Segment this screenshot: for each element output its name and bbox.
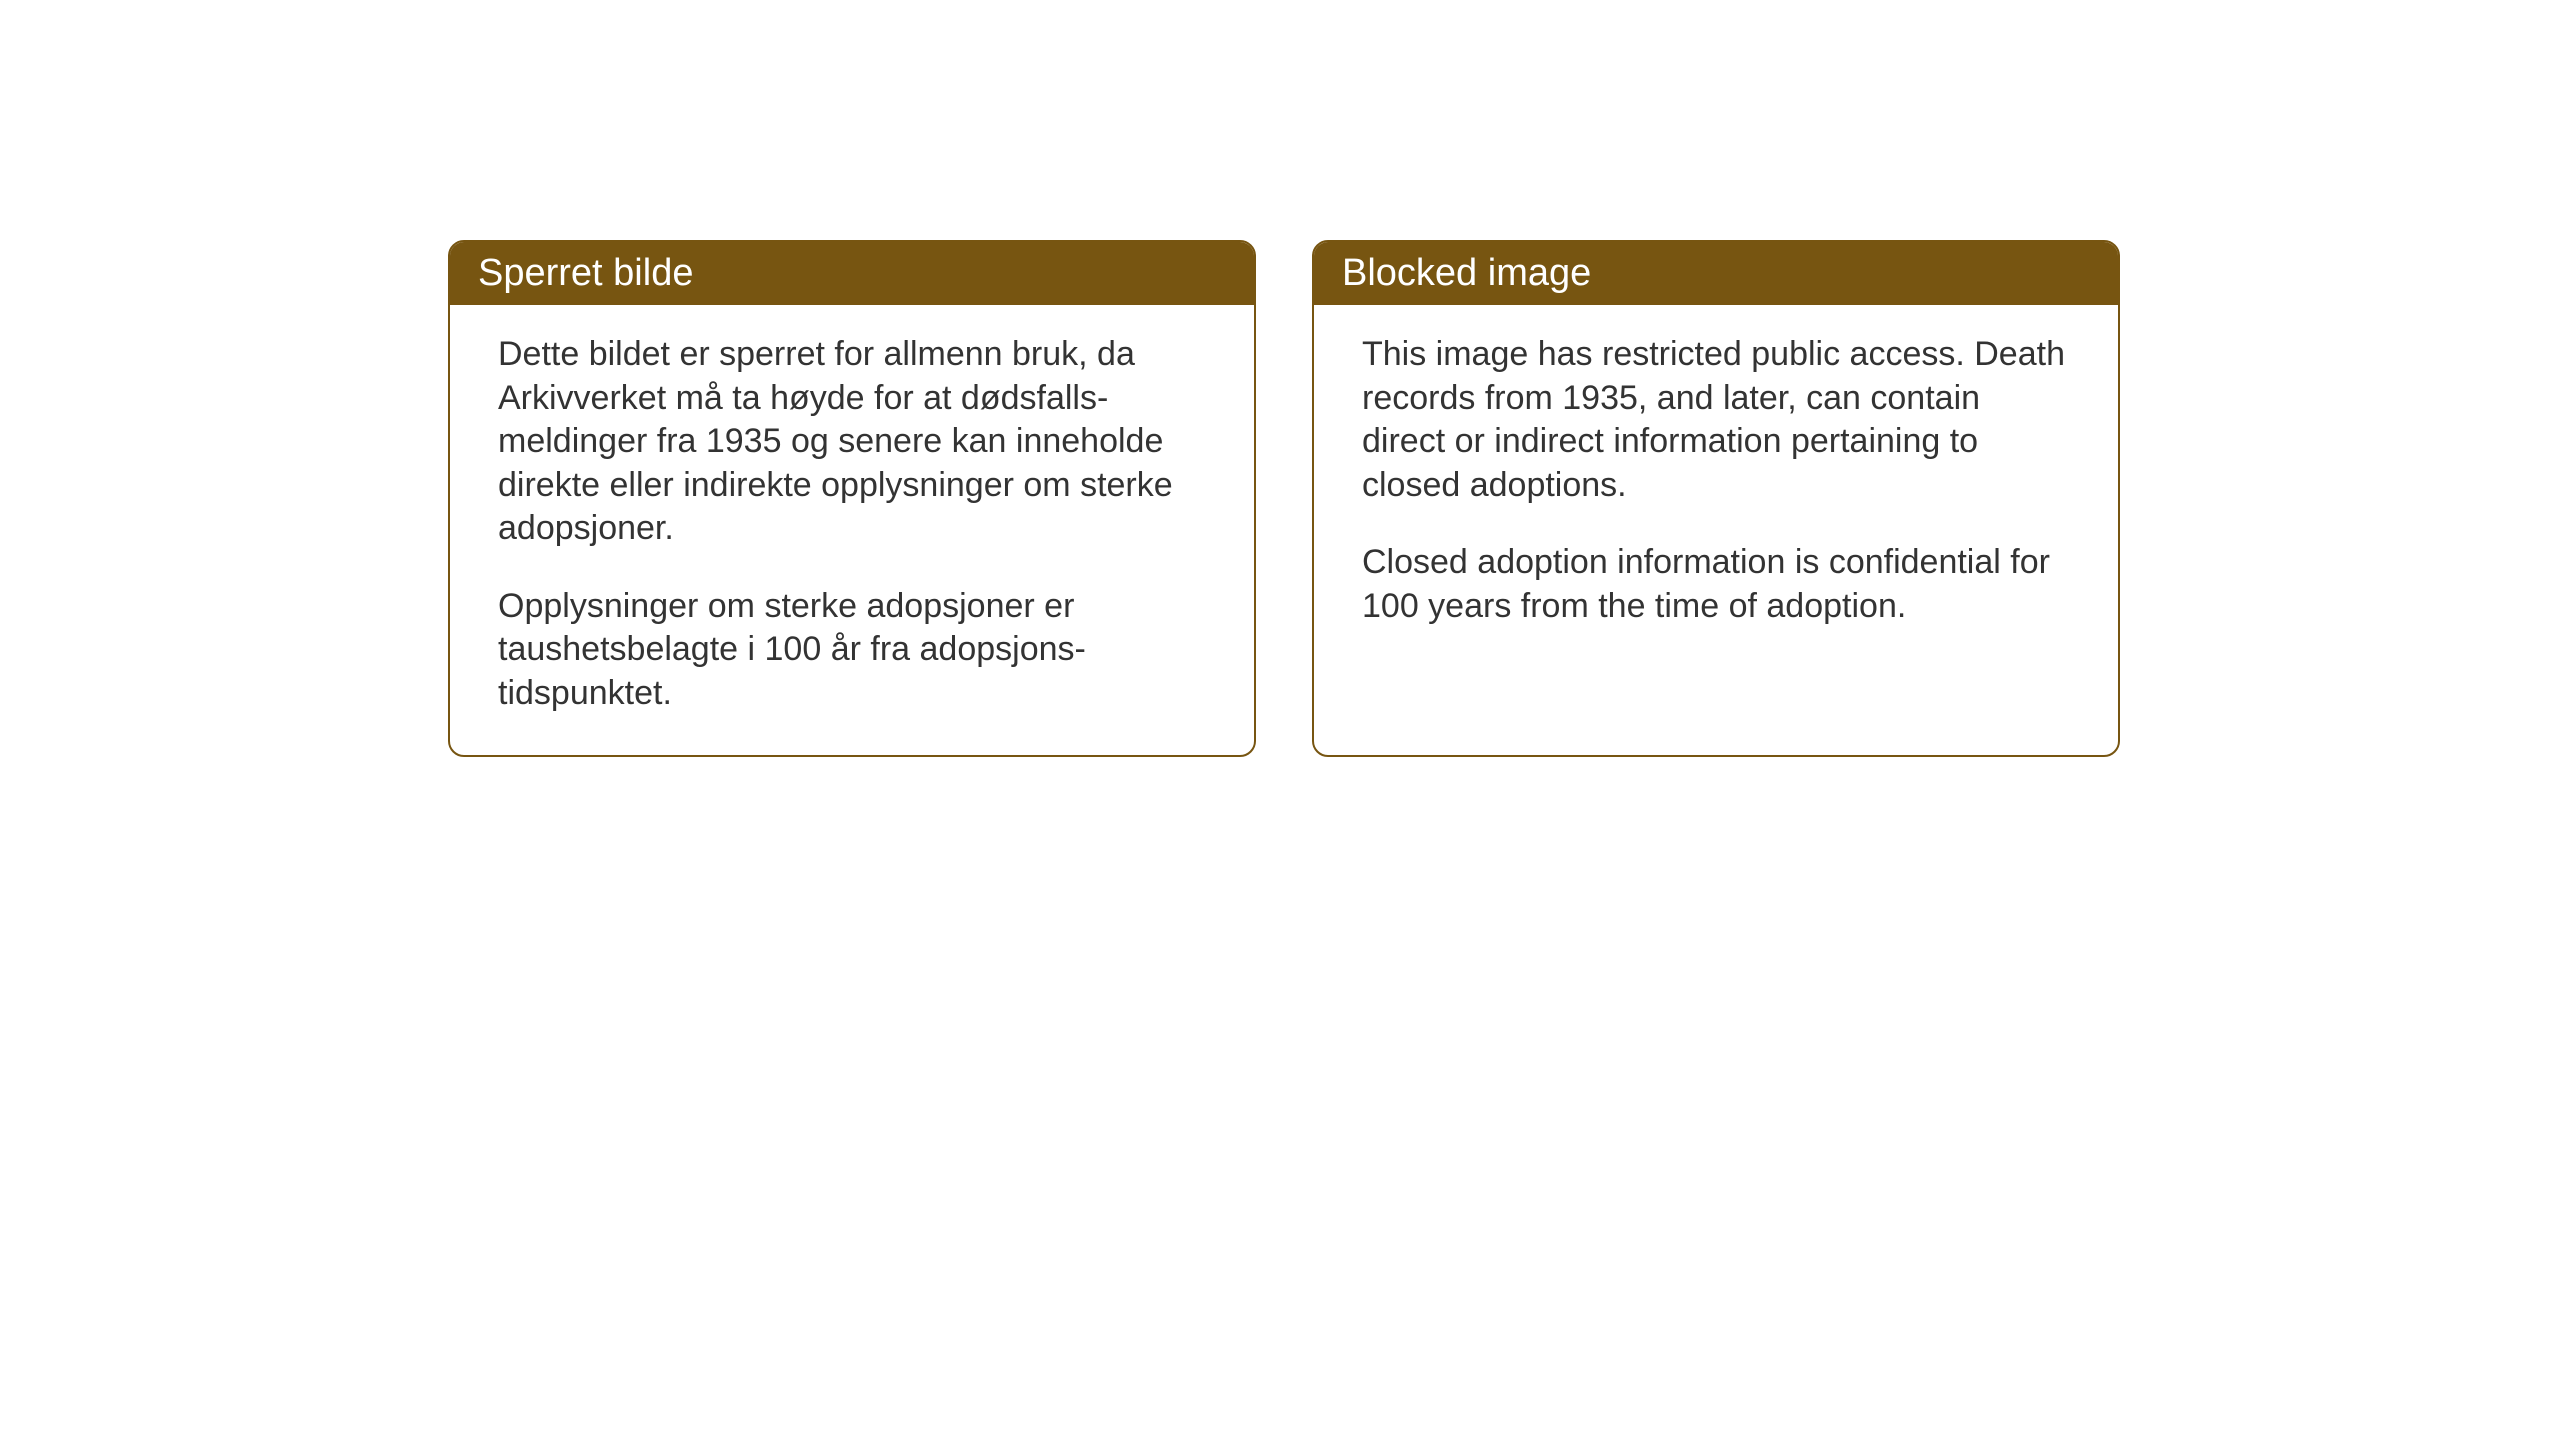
notice-paragraph-2-norwegian: Opplysninger om sterke adopsjoner er tau…: [498, 585, 1206, 716]
notice-title-english: Blocked image: [1342, 252, 1591, 294]
notice-container: Sperret bilde Dette bildet er sperret fo…: [448, 240, 2120, 757]
notice-card-norwegian: Sperret bilde Dette bildet er sperret fo…: [448, 240, 1256, 757]
notice-paragraph-1-english: This image has restricted public access.…: [1362, 333, 2070, 507]
notice-paragraph-1-norwegian: Dette bildet er sperret for allmenn bruk…: [498, 333, 1206, 551]
notice-header-norwegian: Sperret bilde: [450, 242, 1254, 305]
notice-header-english: Blocked image: [1314, 242, 2118, 305]
notice-card-english: Blocked image This image has restricted …: [1312, 240, 2120, 757]
notice-body-norwegian: Dette bildet er sperret for allmenn bruk…: [450, 305, 1254, 755]
notice-title-norwegian: Sperret bilde: [478, 252, 693, 294]
notice-body-english: This image has restricted public access.…: [1314, 305, 2118, 668]
notice-paragraph-2-english: Closed adoption information is confident…: [1362, 541, 2070, 628]
